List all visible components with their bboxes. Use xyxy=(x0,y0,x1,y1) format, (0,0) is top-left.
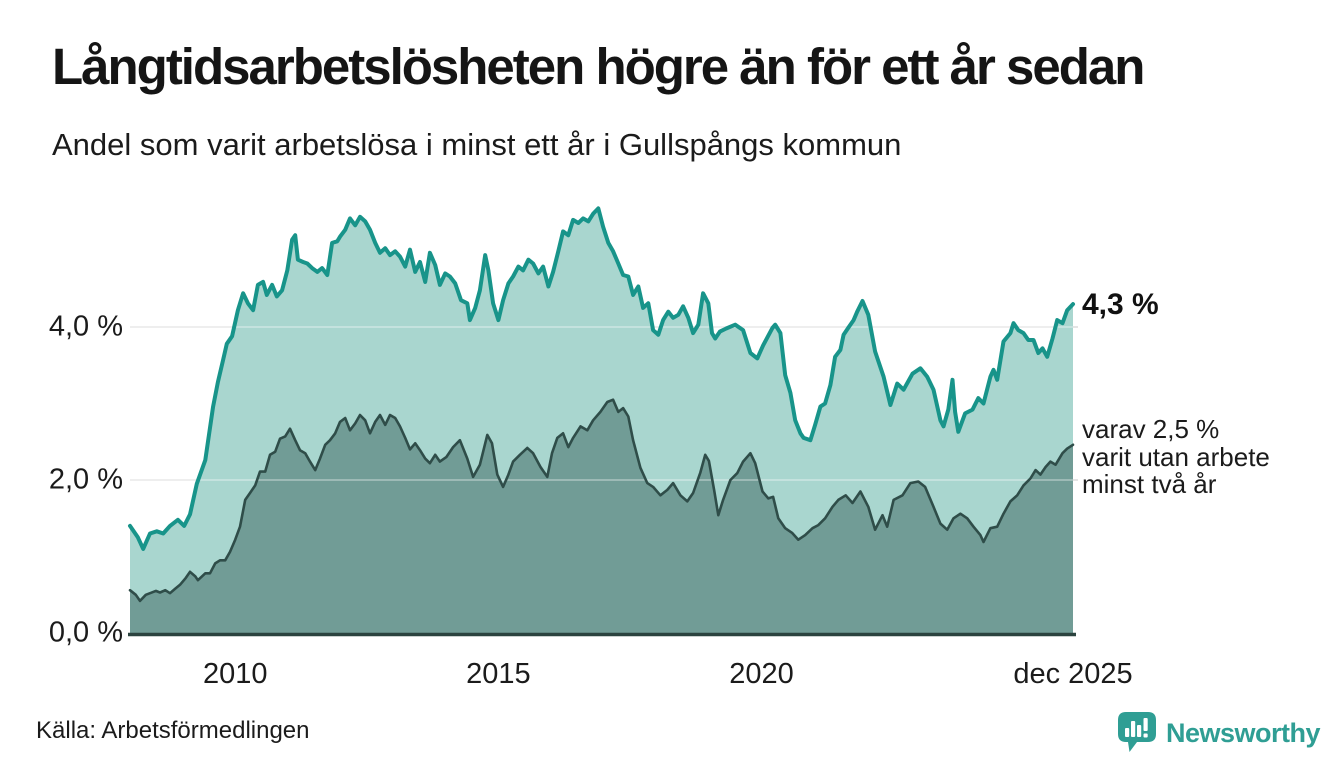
x-tick-label: dec 2025 xyxy=(1013,658,1133,690)
newsworthy-logo: Newsworthy xyxy=(1116,710,1321,756)
y-tick-label: 0,0 % xyxy=(48,616,123,649)
latest-value-annotation: 4,3 % xyxy=(1082,288,1159,321)
y-tick-label: 4,0 % xyxy=(48,310,123,343)
secondary-annotation: varav 2,5 % varit utan arbete minst två … xyxy=(1082,414,1270,499)
x-tick-label: 2010 xyxy=(202,658,268,690)
chart-subtitle: Andel som varit arbetslösa i minst ett å… xyxy=(52,127,902,162)
secondary-annotation-line1: varav 2,5 % xyxy=(1082,414,1220,444)
secondary-annotation-line3: minst två år xyxy=(1082,469,1217,499)
source-note: Källa: Arbetsförmedlingen xyxy=(36,717,310,744)
newsworthy-chart-bubble-icon xyxy=(1118,712,1156,752)
secondary-annotation-line2: varit utan arbete xyxy=(1082,441,1270,472)
x-tick-label: 2020 xyxy=(729,658,794,690)
series-line-0 xyxy=(128,206,1075,551)
x-tick-label: 2015 xyxy=(466,658,531,690)
y-tick-label: 2,0 % xyxy=(48,463,123,496)
series-line-1 xyxy=(128,398,1075,603)
page-title: Långtidsarbetslösheten högre än för ett … xyxy=(52,38,1145,95)
series-area-1 xyxy=(130,399,1073,633)
newsworthy-wordmark: Newsworthy xyxy=(1166,717,1321,748)
